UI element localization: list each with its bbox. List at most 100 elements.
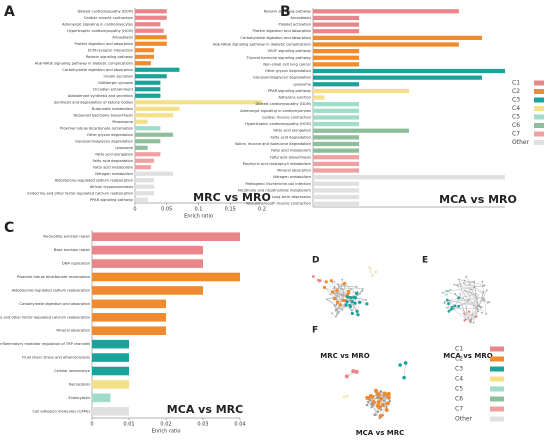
network-node	[463, 319, 466, 322]
category-label: Base excision repair	[54, 248, 91, 252]
network-node	[482, 285, 484, 288]
network-edge	[334, 283, 345, 299]
network-node	[336, 313, 338, 315]
network-node	[341, 278, 344, 281]
network-node	[360, 290, 362, 293]
category-label: Proximal tubule bicarbonate reclamation	[60, 126, 133, 130]
legend-label: C3	[455, 366, 463, 373]
network-node	[371, 403, 375, 407]
legend-label: C1	[512, 80, 520, 87]
network-node	[331, 312, 333, 314]
network-node	[329, 279, 333, 283]
category-label: Porphyrin and chlorophyll metabolism	[243, 162, 312, 166]
bar	[92, 393, 111, 403]
bar	[313, 128, 409, 133]
network-node	[467, 310, 471, 313]
network-edge	[464, 313, 477, 317]
panel-label: B	[280, 4, 291, 20]
network-edge	[324, 287, 347, 297]
network-edge	[468, 311, 477, 317]
bar	[92, 299, 166, 309]
network-node	[353, 296, 357, 300]
bar	[313, 48, 360, 54]
network-node	[464, 289, 466, 292]
network-node	[482, 299, 485, 302]
network-node	[378, 413, 383, 418]
network-node	[450, 305, 454, 309]
network-node	[444, 289, 448, 293]
x-tick-label: 0	[90, 422, 93, 428]
category-label: Cardiac muscle contraction	[262, 115, 311, 119]
network-node	[481, 296, 483, 299]
network-edge	[342, 283, 345, 301]
network-node	[365, 395, 370, 400]
network-node	[343, 281, 347, 285]
network-node	[374, 270, 378, 274]
network-node	[475, 293, 477, 295]
bar	[313, 15, 360, 21]
legend-swatch	[490, 346, 504, 352]
x-axis-label: Enrich ratio	[184, 214, 213, 220]
network-node	[473, 281, 475, 283]
network-node	[469, 288, 472, 291]
category-label: Fatty acid metabolism	[93, 165, 133, 169]
legend-swatch	[534, 123, 544, 128]
network-edge	[326, 291, 358, 300]
category-label: African trypanosomiasis	[90, 185, 133, 189]
category-label: GABAergic synapse	[98, 81, 134, 85]
network-edge	[384, 393, 387, 411]
category-label: Aldosterone-regulated sodium reabsorptio…	[55, 178, 133, 182]
network-node	[359, 292, 361, 295]
category-label: Non-small cell lung cancer	[263, 62, 311, 66]
network-node	[479, 305, 482, 308]
network-node	[325, 298, 328, 301]
x-tick-label: 0.15	[225, 207, 236, 213]
category-label: Lysosome	[115, 146, 133, 150]
panel-label: A	[4, 4, 15, 20]
bar	[135, 139, 161, 144]
bar	[92, 339, 129, 349]
category-label: Fatty acid degradation	[93, 159, 133, 163]
legend-swatch	[534, 80, 544, 86]
network-node	[398, 363, 402, 367]
network-node	[330, 290, 335, 294]
category-label: Protein digestion and absorption	[252, 29, 311, 33]
network-node	[403, 361, 408, 365]
network-node	[354, 369, 359, 374]
category-label: Valine, leucine and isoleucine degradati…	[235, 142, 311, 146]
network-node	[356, 313, 360, 317]
bar	[313, 62, 360, 67]
bar	[135, 178, 155, 183]
network-node	[348, 305, 352, 309]
network-node	[465, 275, 468, 278]
bar	[92, 259, 203, 268]
category-label: Lysosome	[293, 82, 311, 86]
bar	[135, 119, 148, 124]
network-edge	[473, 281, 477, 295]
bar	[92, 245, 203, 255]
network-node	[334, 309, 337, 312]
legend-label: C5	[512, 114, 520, 121]
network-node	[472, 321, 475, 324]
network-node	[350, 299, 354, 304]
network-edge	[464, 290, 477, 308]
network-node	[459, 293, 461, 295]
network-node	[368, 266, 371, 269]
bar	[92, 366, 129, 376]
bar	[92, 353, 129, 362]
bar	[313, 194, 360, 200]
network-edge	[466, 276, 475, 288]
category-label: Dilated cardiomyopathy (DCM)	[77, 9, 133, 13]
category-label: Peroxisome	[112, 120, 133, 124]
network-edge	[464, 290, 477, 295]
bar	[135, 61, 151, 66]
bar	[313, 148, 360, 153]
category-label: Dilated cardiomyopathy (DCM)	[255, 102, 311, 106]
bar	[313, 175, 505, 180]
bar	[135, 93, 161, 98]
panel-label: C	[4, 220, 14, 236]
bar	[135, 48, 155, 53]
network-edge	[403, 362, 406, 378]
network-node	[447, 309, 451, 313]
network-edge	[458, 279, 485, 286]
